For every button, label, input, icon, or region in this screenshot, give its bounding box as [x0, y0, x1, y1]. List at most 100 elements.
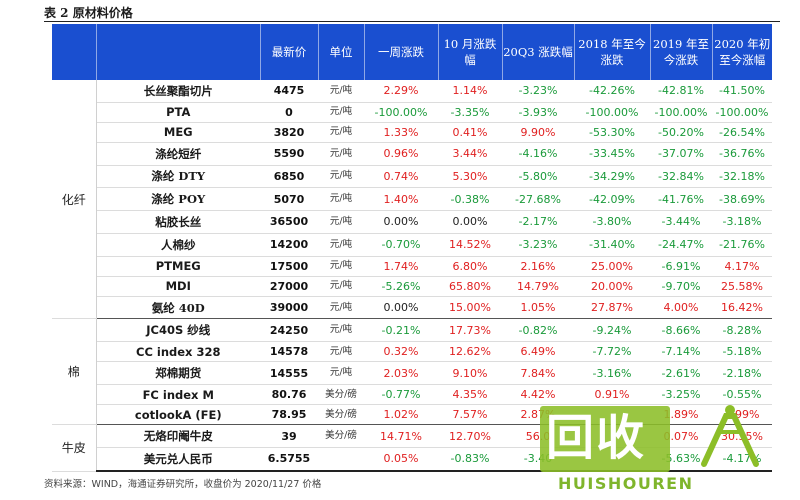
change-y2018: 0.91% [574, 384, 650, 406]
latest-price: 17500 [260, 256, 318, 277]
header-2018: 2018 年至今涨跌 [573, 24, 650, 80]
table-row: PTA 0 元/吨 -100.00% -3.35% -3.93% -100.00% -100.… [52, 102, 772, 123]
change-y2019: -24.47% [650, 233, 712, 257]
change-oct: -3.35% [438, 102, 502, 123]
latest-price: 14578 [260, 341, 318, 363]
change-y2020: -4.17% [712, 447, 772, 472]
material-name: 氨纶 40D [96, 296, 260, 320]
table-row: 涤纶短纤 5590 元/吨 0.96% 3.44% -4.16% -33.45% -37.07… [52, 142, 772, 166]
change-q3: -3.23% [502, 80, 574, 103]
change-y2019: -5.63% [650, 447, 712, 472]
change-y2019: -42.81% [650, 80, 712, 103]
header-unit: 单位 [317, 24, 364, 80]
unit-cell [318, 447, 364, 472]
change-q3: -27.68% [502, 187, 574, 211]
change-y2020: -5.18% [712, 341, 772, 363]
material-name: 粘胶长丝 [96, 210, 260, 234]
change-oct: -0.83% [438, 447, 502, 472]
unit-cell: 元/吨 [318, 276, 364, 297]
table-row: CC index 328 14578 元/吨 0.32% 12.62% 6.49% -7.7… [52, 341, 772, 363]
change-y2018: -31.40% [574, 233, 650, 257]
change-week: 14.71% [364, 424, 438, 448]
material-name: CC index 328 [96, 341, 260, 363]
latest-price: 39000 [260, 296, 318, 320]
unit-cell: 元/吨 [318, 296, 364, 320]
category-cell: 牛皮 [52, 424, 97, 472]
change-q3: -4.16% [502, 142, 574, 166]
change-week: 2.03% [364, 361, 438, 385]
unit-cell: 元/吨 [318, 341, 364, 363]
change-oct: 0.00% [438, 210, 502, 234]
change-y2020: -3.18% [712, 210, 772, 234]
table-body: 化纤 长丝聚酯切片 4475 元/吨 2.29% 1.14% -3.23% -42.26% -4… [52, 80, 772, 472]
table-row: cotlookA (FE) 78.95 美分/磅 1.02% 7.57% 2.87% 1.8… [52, 404, 772, 426]
change-q3: -3.23% [502, 233, 574, 257]
header-2019: 2019 年至今涨跌 [649, 24, 712, 80]
change-q3: 56.0 [502, 424, 574, 448]
change-oct: 12.70% [438, 424, 502, 448]
latest-price: 5070 [260, 187, 318, 211]
change-q3: -0.82% [502, 318, 574, 343]
change-week: -0.70% [364, 233, 438, 257]
table-row: FC index M 80.76 美分/磅 -0.77% 4.35% 4.42% 0.91%… [52, 384, 772, 406]
change-q3: 6.49% [502, 341, 574, 363]
change-q3: 9.90% [502, 122, 574, 143]
header-cat [52, 24, 96, 80]
material-name: JC40S 纱线 [96, 318, 260, 343]
change-week: -100.00% [364, 102, 438, 123]
raw-material-price-table: 最新价 单位 一周涨跌 10 月涨跌幅 20Q3 涨跌幅 2018 年至今涨跌 … [52, 24, 772, 472]
change-q3: -3.93% [502, 102, 574, 123]
change-oct: 9.10% [438, 361, 502, 385]
change-y2018 [574, 404, 650, 426]
change-y2020: -41.50% [712, 80, 772, 103]
change-y2019: -7.14% [650, 341, 712, 363]
latest-price: 78.95 [260, 404, 318, 426]
header-name [95, 24, 260, 80]
change-oct: 17.73% [438, 318, 502, 343]
change-y2019: -37.07% [650, 142, 712, 166]
change-y2020: -38.69% [712, 187, 772, 211]
header-price: 最新价 [259, 24, 318, 80]
change-q3: 4.42% [502, 384, 574, 406]
material-name: PTMEG [96, 256, 260, 277]
change-y2020: -32.18% [712, 165, 772, 189]
unit-cell: 元/吨 [318, 210, 364, 234]
table-row: 牛皮 无烙印阉牛皮 39 美分/磅 14.71% 12.70% 56.0 0.07% 30.55… [52, 424, 772, 472]
latest-price: 36500 [260, 210, 318, 234]
latest-price: 24250 [260, 318, 318, 343]
table-row: 氨纶 40D 39000 元/吨 0.00% 15.00% 1.05% 27.87% 4.00… [52, 296, 772, 320]
material-name: PTA [96, 102, 260, 123]
change-q3: 1.05% [502, 296, 574, 320]
header-row: 最新价 单位 一周涨跌 10 月涨跌幅 20Q3 涨跌幅 2018 年至今涨跌 … [52, 24, 772, 80]
table-row: 棉 JC40S 纱线 24250 元/吨 -0.21% 17.73% -0.82% -9.24… [52, 318, 772, 426]
latest-price: 0 [260, 102, 318, 123]
material-name: 涤纶 POY [96, 187, 260, 211]
change-y2018 [574, 424, 650, 448]
change-y2020: 4.17% [712, 256, 772, 277]
change-week: 2.29% [364, 80, 438, 103]
change-oct: 1.14% [438, 80, 502, 103]
material-name: 美元兑人民币 [96, 447, 260, 472]
unit-cell: 元/吨 [318, 122, 364, 143]
latest-price: 4475 [260, 80, 318, 103]
change-q3: 14.79% [502, 276, 574, 297]
latest-price: 80.76 [260, 384, 318, 406]
table-row: 郑棉期货 14555 元/吨 2.03% 9.10% 7.84% -3.16% -2.61% -… [52, 361, 772, 385]
table-row: 粘胶长丝 36500 元/吨 0.00% 0.00% -2.17% -3.80% -3.44%… [52, 210, 772, 234]
change-y2018: 27.87% [574, 296, 650, 320]
source-note: 资料来源：WIND，海通证券研究所，收盘价为 2020/11/27 价格 [44, 479, 322, 490]
unit-cell: 元/吨 [318, 165, 364, 189]
material-name: 人棉纱 [96, 233, 260, 257]
change-y2018: -42.26% [574, 80, 650, 103]
material-name: 涤纶 DTY [96, 165, 260, 189]
change-week: 0.05% [364, 447, 438, 472]
change-week: -0.21% [364, 318, 438, 343]
change-y2020: 1.99% [712, 404, 772, 426]
material-name: 无烙印阉牛皮 [96, 424, 260, 448]
change-y2019: 4.00% [650, 296, 712, 320]
material-name: MDI [96, 276, 260, 297]
change-y2020: -21.76% [712, 233, 772, 257]
unit-cell: 美分/磅 [318, 404, 364, 426]
change-week: 0.00% [364, 210, 438, 234]
unit-cell: 元/吨 [318, 361, 364, 385]
